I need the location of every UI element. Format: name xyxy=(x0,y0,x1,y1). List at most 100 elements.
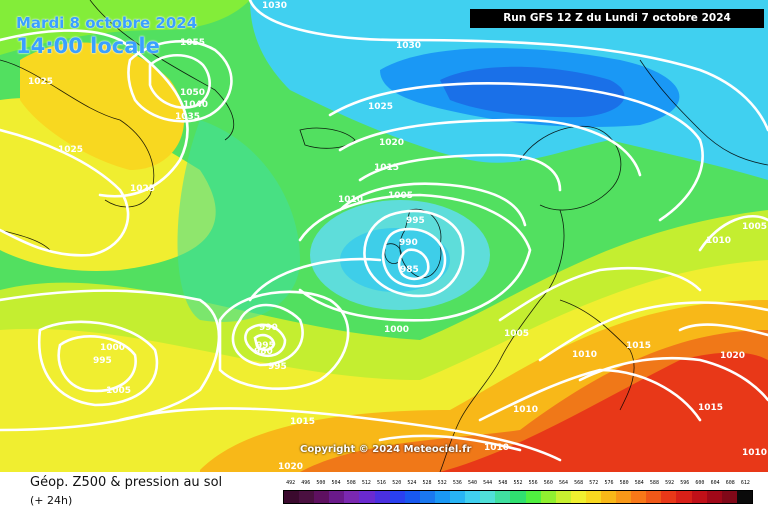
color-scale-label: 508 xyxy=(346,480,356,486)
color-scale-label: 600 xyxy=(695,480,705,486)
color-scale-swatch xyxy=(661,491,677,503)
color-scale-label: 536 xyxy=(452,480,462,486)
map-footer: Géop. Z500 & pression au sol (+ 24h) 492… xyxy=(0,472,768,512)
color-scale-label: 572 xyxy=(589,480,599,486)
color-scale-label: 504 xyxy=(331,480,341,486)
z500-deepred-zone xyxy=(440,352,768,472)
isobar-label: 1005 xyxy=(106,386,131,396)
copyright-notice: Copyright © 2024 Meteociel.fr xyxy=(300,444,472,455)
isobar-label: 1030 xyxy=(396,41,421,51)
isobar-label: 995 xyxy=(256,341,275,351)
color-scale-swatch xyxy=(676,491,692,503)
isobar-label: 1025 xyxy=(58,145,83,155)
color-scale-label: 580 xyxy=(619,480,629,486)
z500-west-warm xyxy=(0,98,216,271)
color-scale-label: 496 xyxy=(301,480,311,486)
color-scale-swatch xyxy=(525,491,541,503)
color-scale-label: 612 xyxy=(740,480,750,486)
forecast-date: Mardi 8 octobre 2024 xyxy=(16,14,198,32)
color-scale-swatch xyxy=(419,491,435,503)
color-scale-labels: 492 496 500 504 508 512 516 520 524 528 532 536 540 5… xyxy=(283,480,753,489)
color-scale-swatch xyxy=(570,491,586,503)
isobar-label: 990 xyxy=(259,323,278,333)
color-scale-swatch xyxy=(600,491,617,503)
isobar-label: 1010 xyxy=(572,350,597,360)
isobar-label: 1005 xyxy=(504,329,529,339)
run-banner: Run GFS 12 Z du Lundi 7 octobre 2024 xyxy=(470,9,764,28)
z500-northwest-cool xyxy=(0,0,250,55)
isobar-label: 1000 xyxy=(384,325,409,335)
color-scale-label: 608 xyxy=(725,480,735,486)
color-scale-swatch xyxy=(585,491,601,503)
color-scale-label: 604 xyxy=(710,480,720,486)
color-scale-label: 500 xyxy=(316,480,326,486)
color-scale-swatch xyxy=(374,491,390,503)
isobar-label: 1025 xyxy=(368,102,393,112)
color-scale-label: 588 xyxy=(649,480,659,486)
color-scale-swatch xyxy=(510,491,526,503)
isobar-label: 1025 xyxy=(130,184,155,194)
color-scale-swatch xyxy=(480,491,496,503)
color-scale-swatch xyxy=(359,491,375,503)
color-scale-swatch xyxy=(389,491,405,503)
isobar-label: 1040 xyxy=(183,100,208,110)
z500-coldest-core xyxy=(440,66,625,118)
forecast-lead-time: (+ 24h) xyxy=(30,494,73,507)
color-scale-label: 532 xyxy=(437,480,447,486)
color-scale-label: 524 xyxy=(407,480,417,486)
color-scale-label: 552 xyxy=(513,480,523,486)
z500-green-band xyxy=(177,120,300,322)
color-scale-label: 548 xyxy=(498,480,508,486)
isobar-label: 995 xyxy=(406,216,425,226)
color-scale-label: 584 xyxy=(634,480,644,486)
isobar-label: 1010 xyxy=(338,195,363,205)
color-scale-swatch xyxy=(721,491,737,503)
isobar-label: 1050 xyxy=(180,88,205,98)
color-scale-label: 564 xyxy=(558,480,568,486)
color-scale-label: 544 xyxy=(483,480,493,486)
color-scale-swatch xyxy=(706,491,722,503)
color-scale-label: 556 xyxy=(528,480,538,486)
color-scale-swatch xyxy=(646,491,662,503)
color-scale-label: 516 xyxy=(377,480,387,486)
color-scale-swatch xyxy=(555,491,571,503)
isobar-labels: 1030 1055 1050 1040 1035 1025 1025 1025 … xyxy=(28,1,767,472)
color-scale-swatch xyxy=(631,491,647,503)
isobar-label: 1015 xyxy=(374,163,399,173)
isobar-label: 995 xyxy=(93,356,112,366)
color-scale-swatch xyxy=(404,491,420,503)
color-scale-swatch xyxy=(540,491,556,503)
isobar-label: 1020 xyxy=(278,462,303,472)
color-scale-swatch xyxy=(616,491,632,503)
isobar-label: 1025 xyxy=(28,77,53,87)
color-scale-swatch xyxy=(465,491,481,503)
isobar-label: 1030 xyxy=(262,1,287,11)
isobar-label: 1010 xyxy=(742,448,767,458)
color-scale-bar xyxy=(283,490,753,504)
color-scale-label: 560 xyxy=(543,480,553,486)
color-scale-swatch xyxy=(314,491,330,503)
color-scale-label: 592 xyxy=(665,480,675,486)
color-scale-swatch xyxy=(450,491,466,503)
color-scale-swatch xyxy=(329,491,345,503)
isobar-label: 1055 xyxy=(180,38,205,48)
isobar-label: 1005 xyxy=(388,191,413,201)
isobar-label: 1015 xyxy=(698,403,723,413)
isobar-label: 1005 xyxy=(742,222,767,232)
isobar-label: 990 xyxy=(399,238,418,248)
color-scale-swatch xyxy=(691,491,707,503)
isobar-label: 985 xyxy=(400,265,419,275)
isobar-label: 1010 xyxy=(706,236,731,246)
isobar-label: 1015 xyxy=(290,417,315,427)
color-scale-label: 528 xyxy=(422,480,432,486)
color-scale-label: 576 xyxy=(604,480,614,486)
product-title: Géop. Z500 & pression au sol xyxy=(30,475,223,490)
color-scale-swatch xyxy=(344,491,360,503)
color-scale-swatch xyxy=(284,491,300,503)
color-scale-swatch xyxy=(736,491,752,503)
color-scale-label: 512 xyxy=(361,480,371,486)
forecast-local-time: 14:00 locale xyxy=(16,34,160,58)
isobar-label: 995 xyxy=(268,362,287,372)
color-scale-swatch xyxy=(434,491,451,503)
isobar-label: 1000 xyxy=(100,343,125,353)
